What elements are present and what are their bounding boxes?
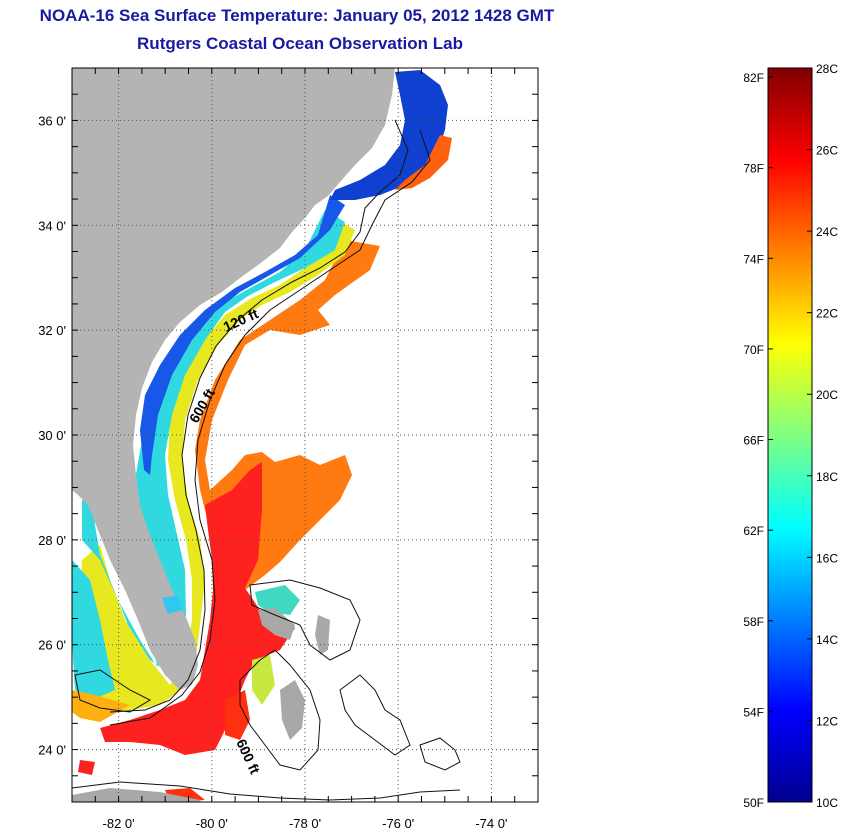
bahamas-contour-2 [239,649,321,771]
colorbar-label-c: 10C [816,796,838,810]
lon-tick-label: -82 0' [103,816,135,831]
lon-tick-label: -78 0' [289,816,321,831]
colorbar-label-f: 82F [743,71,764,85]
map-title: NOAA-16 Sea Surface Temperature: January… [39,6,555,25]
bahamas-contour-1 [249,579,361,661]
colorbar [767,67,813,803]
keys-contour [74,669,152,713]
colorbar-celsius-labels: 28C 26C 24C 22C 20C 18C 16C 14C 12C 10C [807,62,838,810]
sst-florida-bay [72,560,115,700]
colorbar-label-c: 28C [816,62,838,76]
sst-cold-nearshore [140,195,345,475]
sst-keys-red [78,760,95,775]
longitude-labels: -82 0' -80 0' -78 0' -76 0' -74 0' [103,816,508,831]
sst-bahamas-patch-3 [252,655,275,705]
sst-keys-warm [72,690,130,722]
colorbar-fahrenheit-labels: 82F 78F 74F 70F 66F 62F 58F 54F 50F [743,71,773,810]
lon-tick-label: -74 0' [475,816,507,831]
sst-warm-north [395,135,452,190]
sst-bahamas-patch-2 [225,690,250,740]
lat-tick-label: 26 0' [38,638,66,653]
land-lake-okeechobee [162,595,182,614]
land-abaco [315,615,330,655]
colorbar-label-c: 14C [816,633,838,647]
colorbar-label-f: 74F [743,252,764,266]
bahamas-contour-4 [419,737,461,771]
colorbar-label-c: 12C [816,714,838,728]
land-grand-bahama [258,608,295,640]
isobath-120ft [109,119,409,713]
lon-tick-label: -76 0' [382,816,414,831]
map-subtitle: Rutgers Coastal Ocean Observation Lab [137,34,463,53]
lat-tick-label: 36 0' [38,113,66,128]
land-cuba [72,788,201,802]
map-frame [71,67,539,803]
colorbar-label-f: 78F [743,162,764,176]
sst-cold-north [330,70,448,200]
colorbar-label-c: 26C [816,144,838,158]
colorbar-label-f: 70F [743,343,764,357]
land-andros [280,680,305,740]
colorbar-label-f: 54F [743,705,764,719]
colorbar-label-c: 18C [816,470,838,484]
lat-tick-label: 34 0' [38,218,66,233]
lon-tick-label: -80 0' [196,816,228,831]
colorbar-label-c: 16C [816,551,838,565]
lat-tick-label: 32 0' [38,323,66,338]
colorbar-label-c: 20C [816,388,838,402]
colorbar-label-f: 50F [743,796,764,810]
bahamas-contour-3 [339,674,411,756]
lat-tick-label: 28 0' [38,533,66,548]
sst-bahamas-patch [255,585,300,615]
lat-tick-label: 30 0' [38,428,66,443]
cuba-contour [72,781,461,801]
grid [72,68,538,802]
isobath-600ft [109,129,431,726]
colorbar-label-f: 66F [743,434,764,448]
colorbar-label-f: 62F [743,524,764,538]
colorbar-label-c: 22C [816,307,838,321]
sst-warm-core [100,462,295,755]
latitude-labels: 36 0' 34 0' 32 0' 30 0' 28 0' 26 0' 24 0' [38,113,66,757]
colorbar-label-f: 58F [743,615,764,629]
lat-tick-label: 24 0' [38,743,66,758]
land-mainland [72,68,395,690]
colorbar-label-c: 24C [816,225,838,239]
